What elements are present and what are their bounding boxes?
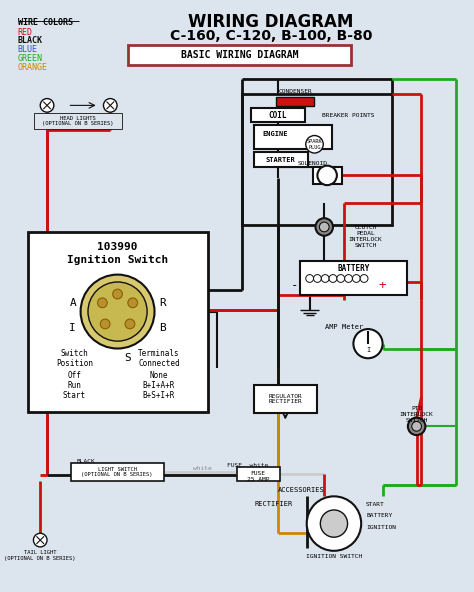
- Circle shape: [318, 166, 337, 185]
- Circle shape: [307, 496, 361, 551]
- Text: C-160, C-120, B-100, B-80: C-160, C-120, B-100, B-80: [170, 30, 372, 43]
- Text: BLUE: BLUE: [18, 45, 38, 54]
- Text: PTO
INTERLOCK
SWITCH: PTO INTERLOCK SWITCH: [400, 406, 434, 423]
- Text: SOLENOID: SOLENOID: [298, 161, 328, 166]
- Bar: [254, 125, 332, 149]
- Text: START: START: [366, 501, 385, 507]
- Text: BREAKER POINTS: BREAKER POINTS: [322, 112, 375, 118]
- Circle shape: [360, 275, 368, 282]
- Text: CLUTCH
PEDAL
INTERLOCK
SWITCH: CLUTCH PEDAL INTERLOCK SWITCH: [348, 226, 383, 248]
- Bar: [275, 96, 315, 107]
- Text: BLACK: BLACK: [18, 36, 43, 46]
- Circle shape: [113, 289, 122, 299]
- Bar: [312, 167, 342, 184]
- Circle shape: [412, 422, 421, 431]
- Text: R: R: [159, 298, 166, 308]
- Bar: [300, 261, 407, 295]
- Circle shape: [100, 319, 110, 329]
- Text: ACCESSORIES: ACCESSORIES: [278, 487, 324, 493]
- Circle shape: [319, 222, 329, 232]
- Text: +: +: [379, 279, 386, 292]
- Circle shape: [88, 282, 147, 341]
- Circle shape: [128, 298, 137, 308]
- Text: 103990: 103990: [97, 242, 138, 252]
- Text: LIGHT SWITCH
(OPTIONAL ON B SERIES): LIGHT SWITCH (OPTIONAL ON B SERIES): [82, 466, 153, 477]
- Bar: [251, 108, 305, 122]
- Circle shape: [306, 275, 313, 282]
- Text: RECTIFIER: RECTIFIER: [254, 501, 292, 507]
- Bar: [254, 152, 308, 167]
- Text: FUSE: FUSE: [251, 471, 265, 477]
- Circle shape: [316, 218, 333, 236]
- Bar: [35, 113, 122, 128]
- Bar: [237, 467, 281, 481]
- Circle shape: [337, 275, 345, 282]
- Circle shape: [40, 99, 54, 112]
- Text: Switch
Position: Switch Position: [56, 349, 93, 368]
- Circle shape: [320, 510, 347, 537]
- Text: REGULATOR
RECTIFIER: REGULATOR RECTIFIER: [268, 394, 302, 404]
- Text: white: white: [193, 466, 212, 471]
- Text: I: I: [366, 348, 370, 353]
- Text: BATTERY: BATTERY: [366, 513, 392, 519]
- Text: S: S: [124, 353, 131, 363]
- Text: 25 AMP: 25 AMP: [247, 477, 269, 482]
- Circle shape: [306, 136, 323, 153]
- Text: Terminals
Connected: Terminals Connected: [138, 349, 180, 368]
- Text: AMP Meter: AMP Meter: [325, 324, 363, 330]
- Circle shape: [103, 99, 117, 112]
- Text: -: -: [292, 279, 299, 292]
- Bar: [128, 45, 351, 65]
- Bar: [27, 232, 208, 411]
- Circle shape: [321, 275, 329, 282]
- Text: A: A: [70, 298, 76, 308]
- Text: Start: Start: [63, 391, 86, 400]
- Text: RED: RED: [18, 28, 33, 37]
- Text: STARTER: STARTER: [265, 157, 295, 163]
- Text: Run: Run: [67, 381, 81, 390]
- Text: WIRING DIAGRAM: WIRING DIAGRAM: [188, 13, 354, 31]
- Circle shape: [81, 275, 155, 349]
- Text: COIL: COIL: [268, 111, 287, 120]
- Circle shape: [329, 275, 337, 282]
- Text: ORANGE: ORANGE: [18, 63, 48, 72]
- Text: IGNITION: IGNITION: [366, 525, 396, 530]
- Text: IGNITION SWITCH: IGNITION SWITCH: [306, 554, 362, 559]
- Text: ENGINE: ENGINE: [263, 131, 288, 137]
- Text: B: B: [159, 323, 166, 333]
- Circle shape: [98, 298, 107, 308]
- Text: HEAD LIGHTS
(OPTIONAL ON B SERIES): HEAD LIGHTS (OPTIONAL ON B SERIES): [42, 115, 114, 126]
- Text: TAIL LIGHT
(OPTIONAL ON B SERIES): TAIL LIGHT (OPTIONAL ON B SERIES): [4, 551, 76, 561]
- Text: Ignition Switch: Ignition Switch: [67, 255, 168, 265]
- Text: I: I: [70, 323, 76, 333]
- Circle shape: [345, 275, 353, 282]
- Circle shape: [408, 417, 425, 435]
- Text: BLACK: BLACK: [77, 459, 95, 464]
- Text: BATTERY: BATTERY: [337, 264, 370, 274]
- Text: CONDENSER: CONDENSER: [278, 89, 312, 94]
- Circle shape: [313, 275, 321, 282]
- Bar: [72, 464, 164, 481]
- Text: GREEN: GREEN: [18, 54, 43, 63]
- Text: None: None: [150, 371, 168, 380]
- Circle shape: [354, 329, 383, 358]
- Bar: [254, 385, 318, 413]
- Circle shape: [125, 319, 135, 329]
- Bar: [242, 94, 392, 225]
- Text: WIRE COLORS: WIRE COLORS: [18, 18, 73, 27]
- Text: B+I+A+R: B+I+A+R: [143, 381, 175, 390]
- Text: SPARK
PLUG: SPARK PLUG: [307, 139, 322, 150]
- Text: Off: Off: [67, 371, 81, 380]
- Text: FUSE  white: FUSE white: [227, 463, 268, 468]
- Text: B+S+I+R: B+S+I+R: [143, 391, 175, 400]
- Text: BASIC WIRING DIAGRAM: BASIC WIRING DIAGRAM: [181, 50, 298, 60]
- Circle shape: [34, 533, 47, 547]
- Circle shape: [353, 275, 360, 282]
